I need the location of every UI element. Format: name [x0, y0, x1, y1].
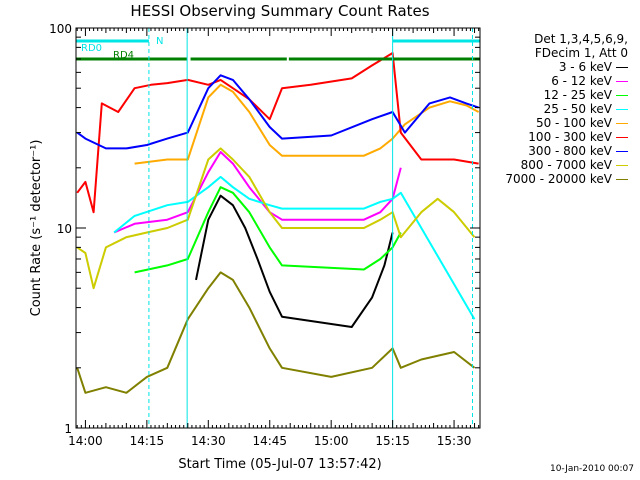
x-tick-label: 14:45 — [252, 434, 287, 448]
x-tick-label: 15:15 — [375, 434, 410, 448]
legend-swatch — [616, 95, 628, 96]
x-tick-label: 14:30 — [191, 434, 226, 448]
series-100-300-kev — [76, 52, 479, 214]
legend-header: Det 1,3,4,5,6,9, — [534, 32, 628, 46]
legend-swatch — [616, 165, 628, 166]
series-25-50-kev — [113, 175, 476, 320]
y-tick-label: 10 — [57, 222, 72, 236]
attenuator-bars-layer: RD0 RD4 N — [76, 28, 480, 428]
legend-text: 3 - 6 keV — [558, 60, 612, 74]
legend-text: 300 - 800 keV — [528, 144, 612, 158]
legend-text: 25 - 50 keV — [543, 102, 612, 116]
legend-text: 100 - 300 keV — [528, 130, 612, 144]
series-lines-layer — [76, 52, 480, 394]
bar-annotation: N — [156, 36, 163, 47]
series-50-100-kev — [134, 83, 480, 165]
x-tick-label: 15:00 — [314, 434, 349, 448]
legend-text: 6 - 12 keV — [551, 74, 612, 88]
legend-entry-6-12-kev: 6 - 12 keV — [0, 75, 628, 87]
axes-layer: 1 10 100 14:00 14:15 14:30 14:45 15:00 15:15 15:3… — [49, 22, 481, 448]
legend-entry-100-300-kev: 100 - 300 keV — [0, 131, 628, 143]
bar-label-rd4: RD4 — [113, 50, 134, 61]
legend-swatch — [616, 109, 628, 110]
series-800-7000-kev — [76, 147, 476, 290]
series-3-6-kev — [195, 194, 394, 328]
legend-swatch — [616, 123, 628, 124]
legend-entry-7000-20000-kev: 7000 - 20000 keV — [0, 173, 628, 185]
legend-swatch — [616, 179, 628, 180]
series-300-800-kev — [76, 74, 479, 150]
footer-timestamp: 10-Jan-2010 00:07 — [549, 464, 634, 474]
x-tick-label: 15:30 — [437, 434, 472, 448]
series-7000-20000-kev — [76, 271, 476, 394]
series-6-12-kev — [113, 151, 402, 234]
x-tick-label: 14:00 — [68, 434, 103, 448]
legend-swatch — [616, 151, 628, 152]
y-axis-label: Count Rate (s⁻¹ detector⁻¹) — [29, 140, 44, 317]
legend-entry-300-800-kev: 300 - 800 keV — [0, 145, 628, 157]
legend-swatch — [616, 67, 628, 68]
bar-label-rd0: RD0 — [81, 43, 102, 54]
x-axis-label: Start Time (05-Jul-07 13:57:42) — [178, 457, 381, 472]
y-tick-label: 100 — [49, 22, 72, 36]
chart-title: HESSI Observing Summary Count Rates — [130, 2, 429, 20]
legend-text: 12 - 25 keV — [543, 88, 612, 102]
legend-header: FDecim 1, Att 0 — [534, 46, 628, 60]
x-tick-label: 14:15 — [130, 434, 165, 448]
legend-text: 800 - 7000 keV — [520, 158, 612, 172]
legend-entry-3-6-kev: 3 - 6 keV — [0, 61, 628, 73]
legend-swatch — [616, 137, 628, 138]
legend-entry-50-100-kev: 50 - 100 keV — [0, 117, 628, 129]
legend-entry-800-7000-kev: 800 - 7000 keV — [0, 159, 628, 171]
legend-entry-25-50-kev: 25 - 50 keV — [0, 103, 628, 115]
legend-text: 50 - 100 keV — [535, 116, 612, 130]
legend-entry-12-25-kev: 12 - 25 keV — [0, 89, 628, 101]
series-12-25-kev — [134, 186, 402, 274]
legend-text: 7000 - 20000 keV — [505, 172, 612, 186]
legend-swatch — [616, 81, 628, 82]
y-tick-label: 1 — [64, 422, 72, 436]
